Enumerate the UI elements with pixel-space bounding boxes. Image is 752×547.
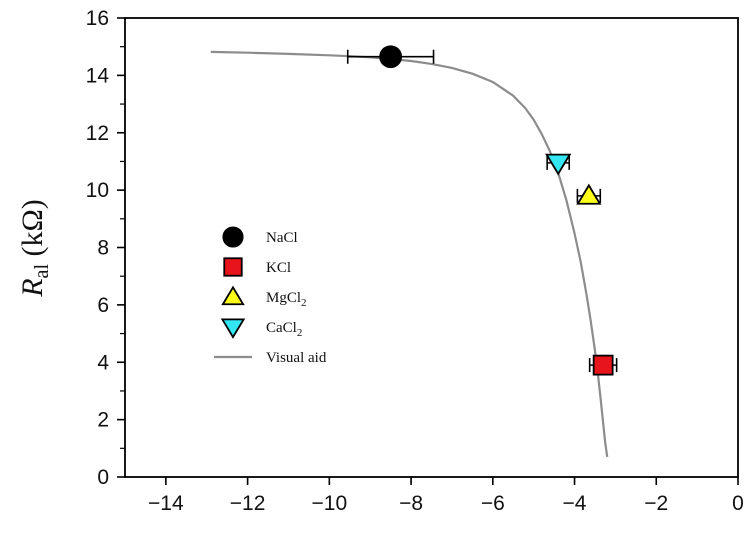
x-tick-label: −12 [230, 492, 266, 515]
y-tick-label: 6 [97, 294, 109, 317]
y-tick-label: 2 [97, 409, 109, 432]
data-point [545, 153, 572, 176]
x-tick-label: −14 [148, 492, 184, 515]
x-tick-label: −8 [399, 492, 423, 515]
legend-marker [221, 285, 245, 306]
axes [124, 17, 739, 478]
data-point [576, 183, 602, 205]
legend-marker [220, 318, 246, 339]
y-tick-label: 16 [86, 7, 109, 30]
y-tick-label: 0 [97, 466, 109, 489]
legend-marker [223, 257, 243, 277]
data-point [379, 45, 403, 69]
legend: NaCl KCl MgCl2 CaCl2 Visual aid [214, 226, 327, 366]
legend-marker [222, 226, 244, 248]
y-tick-label: 14 [86, 64, 110, 87]
x-tick-label: −6 [481, 492, 505, 515]
legend-label: KCl [266, 260, 291, 276]
x-axis-ticks: −14 −12 −10 −8 −6 −4 −2 0 [148, 477, 744, 515]
y-tick-label: 8 [97, 237, 109, 260]
visual-aid-curve-layer [210, 50, 609, 458]
legend-label: Visual aid [266, 350, 327, 366]
x-tick-label: −10 [312, 492, 348, 515]
legend-label: NaCl [266, 230, 298, 246]
y-axis-label-subscript: al [31, 264, 53, 279]
y-axis-label-unit: (kΩ) [16, 199, 49, 256]
y-tick-label: 12 [86, 122, 109, 145]
data-points-layer [346, 45, 618, 376]
plot-frame [124, 17, 739, 478]
x-tick-label: −4 [563, 492, 587, 515]
visual-aid-curve [210, 50, 609, 458]
legend-label: MgCl2 [266, 290, 307, 309]
y-tick-label: 4 [97, 351, 109, 374]
x-tick-label: −2 [644, 492, 668, 515]
y-axis-ticks: 0 2 4 6 8 10 12 14 16 [86, 7, 125, 489]
legend-label: CaCl2 [266, 320, 302, 339]
data-point [592, 354, 614, 376]
y-tick-label: 10 [86, 179, 109, 202]
y-axis-label-symbol: R [16, 278, 49, 297]
y-axis-label: Ral (kΩ) [16, 199, 53, 298]
x-tick-label: 0 [732, 492, 744, 515]
